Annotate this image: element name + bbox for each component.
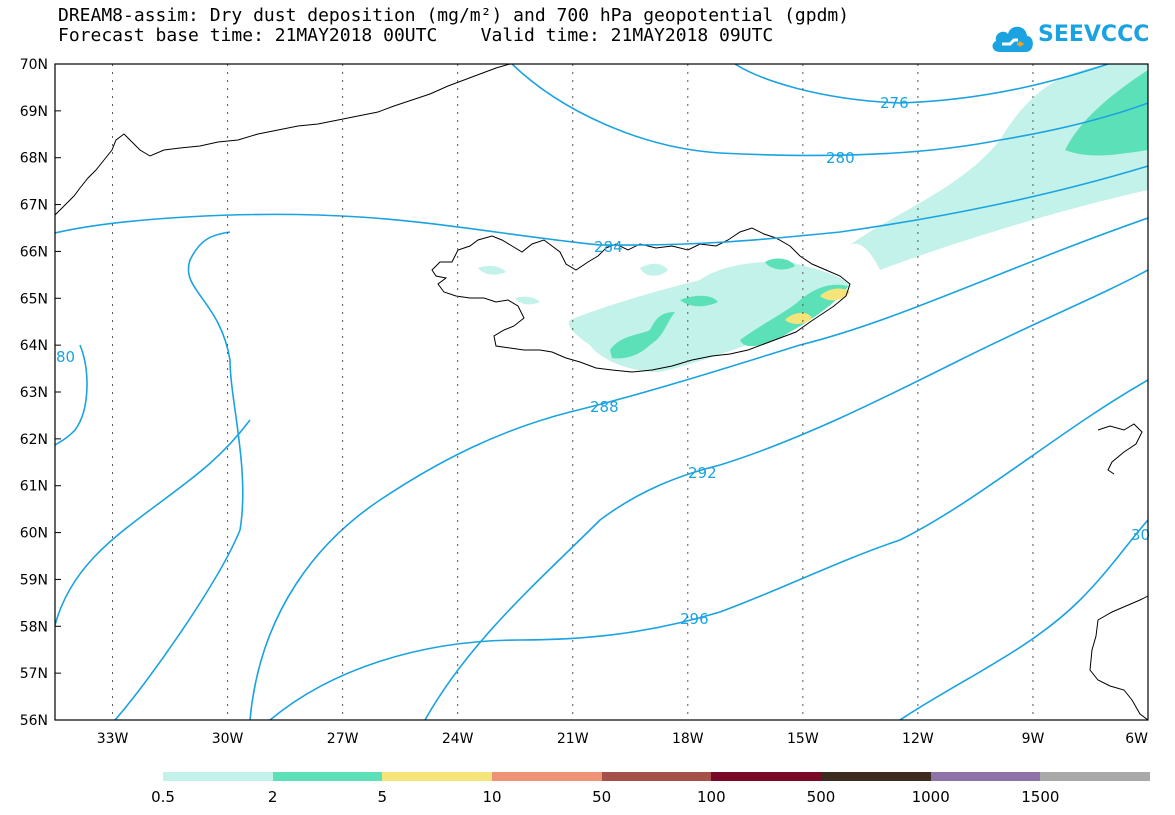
lat-tick-label: 58N	[20, 619, 48, 635]
lon-tick-label: 9W	[1022, 731, 1045, 747]
dust-shade-mid	[765, 258, 795, 270]
contour-280	[511, 64, 1148, 157]
colorbar-swatch	[1040, 772, 1151, 781]
lon-tick-label: 6W	[1125, 731, 1148, 747]
lat-tick-label: 56N	[20, 713, 48, 729]
dust-shade-high	[785, 312, 812, 324]
dust-shade-mid	[1065, 70, 1148, 156]
contour-label: 80	[56, 348, 75, 366]
lat-tick-label: 60N	[20, 526, 48, 542]
longitude-labels: 33W 30W 27W 24W 21W 18W 15W 12W 9W 6W	[97, 731, 1148, 747]
colorbar-swatch	[492, 772, 603, 781]
contour-288	[114, 217, 1148, 720]
lon-tick-label: 24W	[442, 731, 474, 747]
geopotential-contours	[55, 64, 1148, 720]
lon-tick-label: 18W	[672, 731, 704, 747]
colorbar-swatch	[821, 772, 932, 781]
colorbar-swatch	[382, 772, 493, 781]
colorbar-label: 100	[697, 788, 726, 806]
scotland-coastline	[1089, 595, 1148, 720]
contour-label: 292	[688, 464, 717, 482]
contour-80	[55, 344, 88, 446]
scotland-coastline	[1097, 423, 1143, 475]
lat-tick-label: 67N	[20, 198, 48, 214]
contour-label: 280	[826, 149, 855, 167]
contour-label: 30	[1131, 526, 1150, 544]
colorbar-label: 500	[806, 788, 836, 806]
latitude-labels: 70N 69N 68N 67N 66N 65N 64N 63N 62N 61N 60N 59N 58N 5…	[20, 57, 48, 729]
colorbar-label: 5	[377, 788, 388, 806]
colorbar-swatch	[711, 772, 822, 781]
seevccc-logo: SEEVCCC	[990, 16, 1160, 60]
colorbar-label: 10	[482, 788, 502, 806]
lat-tick-label: 59N	[20, 572, 48, 588]
dust-shade-high	[820, 288, 850, 301]
lon-tick-label: 12W	[902, 731, 934, 747]
lat-tick-label: 63N	[20, 385, 48, 401]
lon-tick-label: 21W	[557, 731, 589, 747]
dust-shade-low	[640, 263, 668, 276]
iceland-coastline	[431, 227, 851, 373]
lat-tick-label: 65N	[20, 291, 48, 307]
lon-tick-label: 33W	[97, 731, 129, 747]
lon-tick-label: 15W	[787, 731, 819, 747]
dust-deposition-field	[478, 64, 1148, 372]
lat-tick-label: 68N	[20, 151, 48, 167]
lat-tick-label: 62N	[20, 432, 48, 448]
dust-shade-mid	[680, 295, 718, 307]
lat-tick-label: 70N	[20, 57, 48, 73]
colorbar-label: 0.5	[151, 788, 175, 806]
plot-frame	[54, 63, 1149, 721]
colorbar-swatch	[163, 772, 274, 781]
lat-tick-label: 64N	[20, 338, 48, 354]
lon-tick-label: 27W	[327, 731, 359, 747]
lat-tick-label: 66N	[20, 244, 48, 260]
contour-labels: 276 280 284 288 292 296 80 30	[56, 94, 1150, 628]
colorbar-label: 50	[592, 788, 612, 806]
map-title: DREAM8-assim: Dry dust deposition (mg/m²…	[58, 5, 850, 26]
colorbar-label: 1500	[1021, 788, 1060, 806]
dust-shade-low	[478, 265, 506, 275]
contour-276	[734, 64, 1109, 104]
logo-text: SEEVCCC	[1038, 22, 1150, 47]
colorbar-swatch	[272, 772, 383, 781]
contour-label: 296	[680, 610, 709, 628]
colorbar-label: 2	[267, 788, 278, 806]
colorbar-label: 1000	[911, 788, 950, 806]
greenland-coastline	[55, 64, 511, 216]
colorbar-swatch	[601, 772, 712, 781]
contour-284	[55, 165, 1148, 246]
lat-tick-label: 61N	[20, 479, 48, 495]
contour-296	[55, 379, 1148, 720]
cloud-icon	[992, 26, 1033, 52]
contour-label: 284	[594, 238, 623, 256]
dust-shade-mid	[610, 312, 675, 359]
contour-label: 288	[590, 398, 619, 416]
contour-292	[424, 269, 1148, 720]
lat-tick-label: 69N	[20, 104, 48, 120]
coastlines	[55, 64, 1148, 720]
contour-300	[899, 519, 1148, 720]
time-subtitle: Forecast base time: 21MAY2018 00UTC Vali…	[58, 25, 774, 46]
contour-label: 276	[880, 94, 909, 112]
colorbar-swatch	[930, 772, 1041, 781]
lon-tick-label: 30W	[212, 731, 244, 747]
lat-tick-label: 57N	[20, 666, 48, 682]
dust-shade-low	[515, 296, 540, 305]
